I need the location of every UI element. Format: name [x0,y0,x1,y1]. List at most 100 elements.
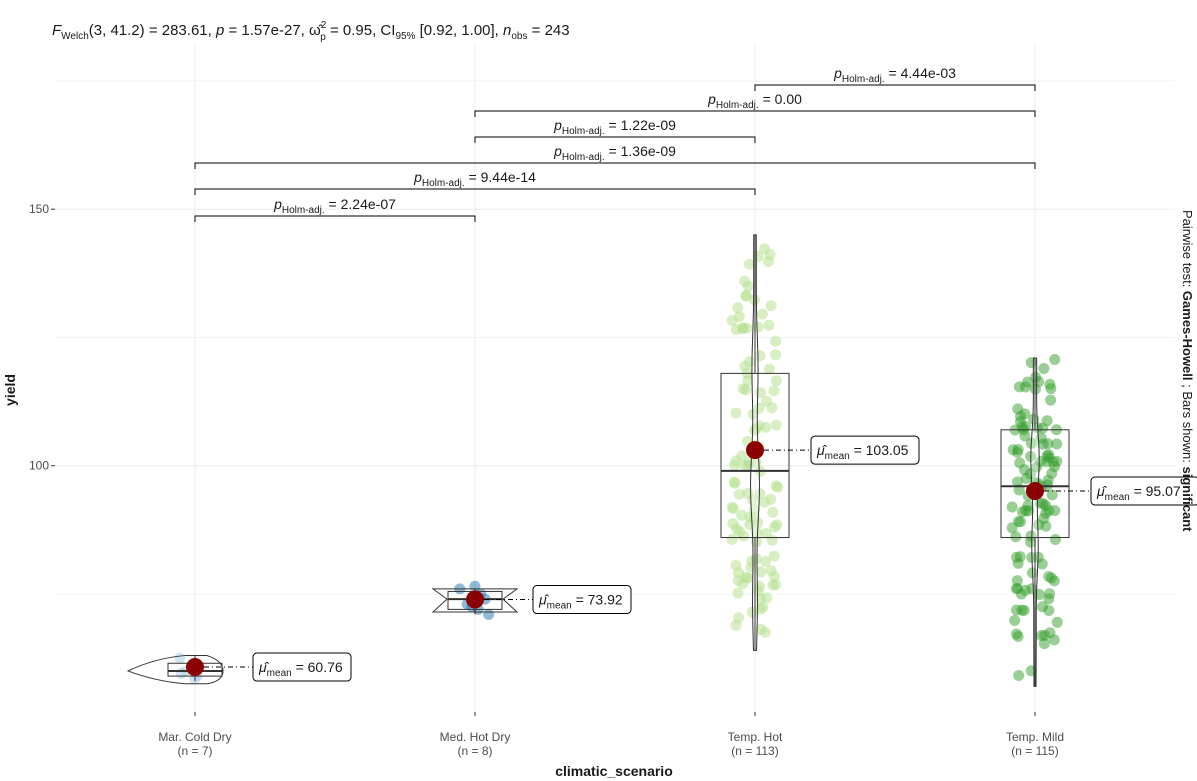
data-point [730,455,742,467]
bracket [194,215,476,222]
data-point [763,363,775,375]
data-point [1007,444,1019,456]
data-point [761,592,773,604]
data-point [757,601,769,613]
data-point [1049,505,1061,517]
title-n-sub: obs [511,31,527,42]
data-point [770,375,782,387]
comparison-bar: pHolm-adj. = 0.00 [474,91,1036,117]
x-tick-count: (n = 7) [177,744,212,758]
data-point [767,506,779,518]
data-point [754,350,766,362]
data-point [772,481,784,493]
data-point [771,519,783,531]
data-point [754,488,766,500]
data-point [1038,638,1050,650]
mean-point [466,590,484,609]
data-point [732,587,744,599]
chart-title: FWelch(3, 41.2) = 283.61, p = 1.57e-27, … [52,20,570,43]
mean-point [1026,482,1044,501]
data-point [174,652,186,664]
p-value-label: pHolm-adj. = 0.00 [707,91,802,111]
caption-prefix: Pairwise test: [1180,210,1195,291]
data-point [768,385,780,397]
bracket [474,136,756,143]
data-point [770,335,782,347]
violin [431,588,519,613]
data-point [483,609,495,621]
p-value-label: pHolm-adj. = 4.44e-03 [833,65,956,85]
data-point [734,526,746,538]
data-point [766,534,778,546]
data-point [730,407,742,419]
bracket [754,84,1036,91]
y-tick-label: 100 [29,459,49,473]
data-point [1013,669,1025,681]
mean-label-box [532,585,632,615]
title-omega: ω̂ [309,22,324,39]
data-point [1039,629,1051,641]
data-point [1049,461,1061,473]
bracket [194,188,756,195]
data-point [730,323,742,335]
title-df: (3, 41.2) [89,22,145,39]
mean-label: μ̂mean = 73.92 [538,592,623,612]
caption-shown: significant [1180,467,1195,533]
data-point [1019,584,1031,596]
title-p: p [215,22,224,39]
data-point [768,570,780,582]
data-point [1010,531,1022,543]
data-point [727,518,739,530]
data-point [763,319,775,331]
x-axis: Mar. Cold Dry(n = 7) Med. Hot Dry(n = 8) T… [158,712,1064,758]
violin [1030,357,1040,687]
data-point [768,550,780,562]
data-point [1022,376,1034,388]
data-point [1043,604,1055,616]
title-f: F [52,22,62,39]
data-point [1051,438,1063,450]
data-point [1046,489,1058,501]
x-tick-count: (n = 113) [731,744,778,758]
data-point [765,300,777,312]
comparison-bar: pHolm-adj. = 1.22e-09 [474,117,756,143]
boxplot-group: μ̂mean = 95.07 [1000,354,1197,687]
data-point [1042,479,1054,491]
data-point [726,533,738,545]
data-point [755,566,767,578]
y-axis: 100 150 [29,202,55,473]
data-point [1025,357,1037,369]
title-p-value: = 1.57e-27, [224,22,309,39]
data-point [1020,505,1032,517]
mean-label-box [252,652,352,682]
boxplot-group: μ̂mean = 73.92 [431,580,632,621]
data-point [732,302,744,314]
mean-point [746,441,764,460]
data-point [765,493,777,505]
data-point [1011,476,1023,488]
title-n-value: = 243 [527,22,569,39]
x-tick-label: Med. Hot Dry [440,730,511,744]
data-point [743,258,755,270]
data-point [1038,362,1050,374]
comparison-bar: pHolm-adj. = 2.24e-07 [194,196,476,222]
title-f-sub: Welch [61,31,89,42]
x-tick-count: (n = 115) [1011,744,1058,758]
data-point [770,419,782,431]
data-point [1028,413,1040,425]
caption-test: Games-Howell [1180,291,1195,381]
data-point [740,384,752,396]
title-n: n [503,22,511,39]
data-point [764,249,776,261]
bracket [194,162,1036,169]
y-axis-label: yield [2,374,18,406]
y-tick-label: 150 [29,202,49,216]
data-point [726,501,738,513]
data-point [1041,415,1053,427]
violin [126,655,224,685]
data-point [756,308,768,320]
data-point [1038,512,1050,524]
mean-label: μ̂mean = 60.76 [258,659,343,679]
title-ci-sub: 95% [395,31,415,42]
